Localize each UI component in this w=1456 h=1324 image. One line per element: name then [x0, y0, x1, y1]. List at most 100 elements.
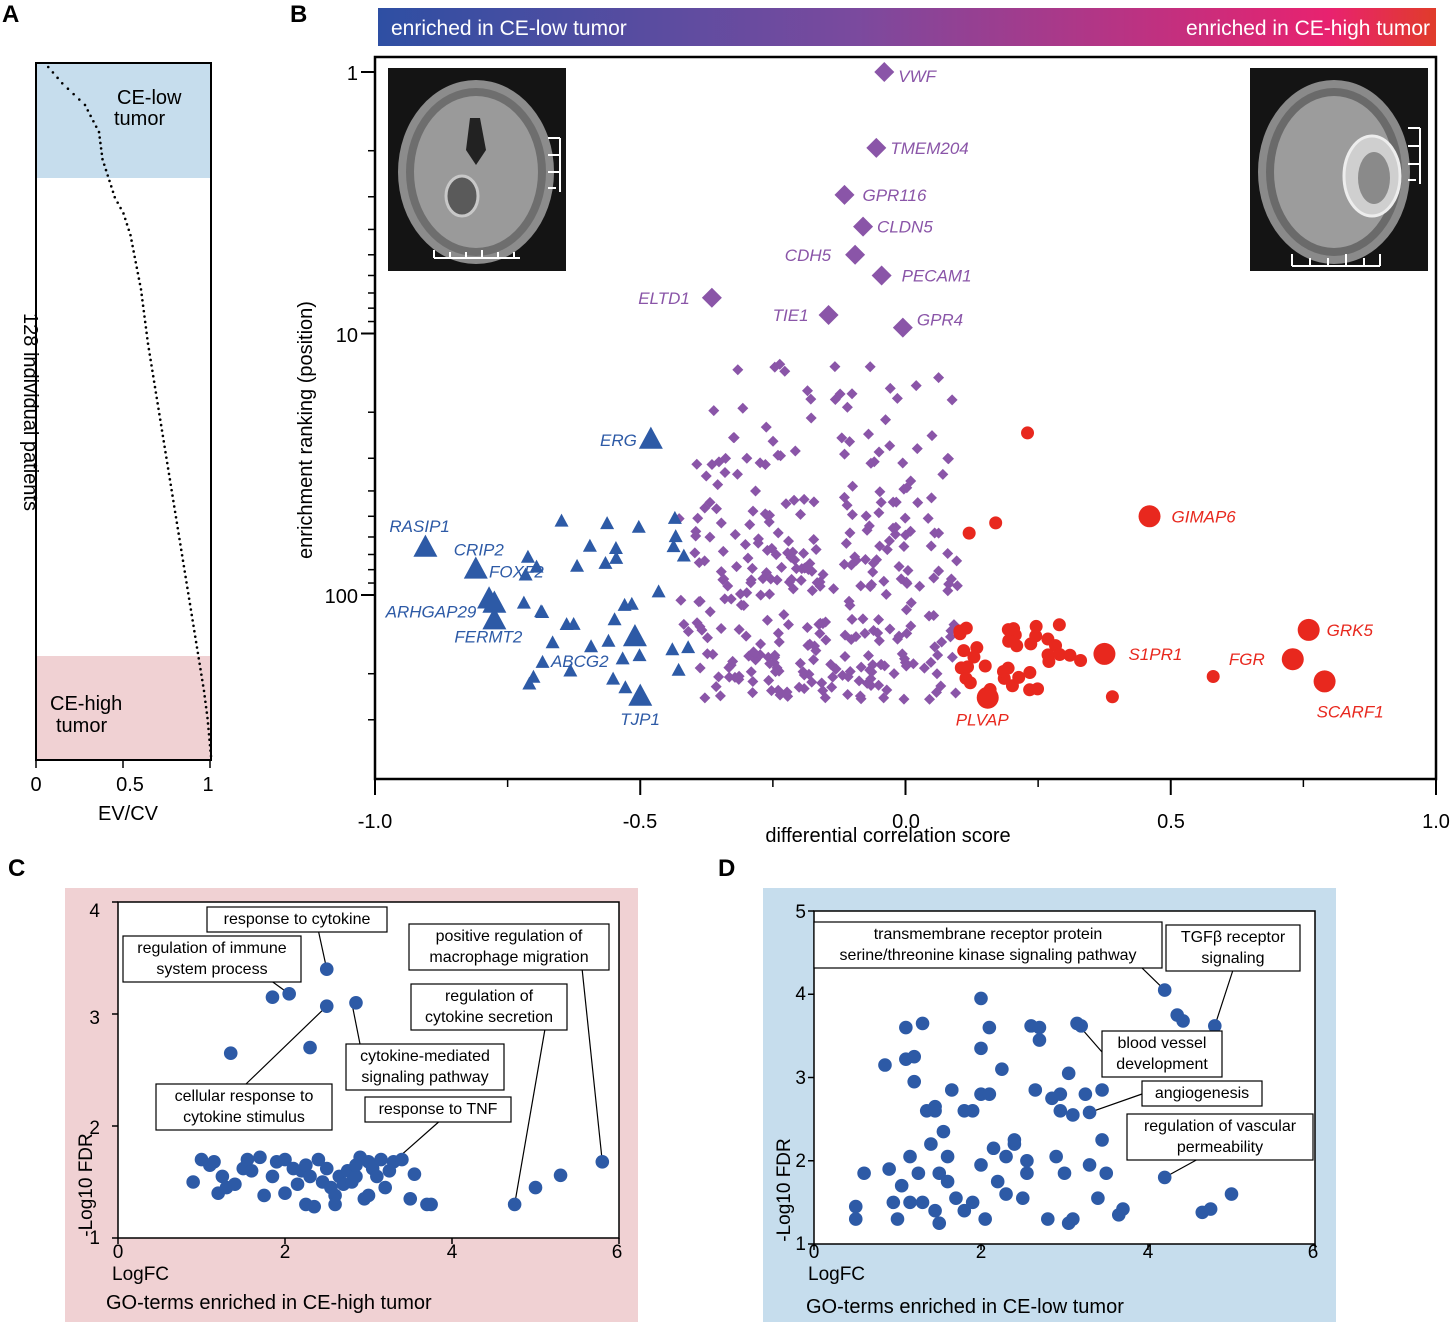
patient-dot: [137, 277, 141, 280]
gene-point-diamond: [893, 561, 905, 573]
patient-dot: [125, 223, 129, 226]
go-term-label: regulation of immune: [137, 940, 287, 957]
ce-high-label-line1: CE-high: [50, 693, 122, 715]
panel-d-ylabel: -Log10 FDR: [774, 1138, 795, 1242]
panel-c: response to cytokine regulation of immune…: [65, 888, 638, 1322]
go-term-point: [349, 996, 363, 1010]
gene-point-diamond: [845, 634, 857, 646]
mri-image-ce-high: [1250, 68, 1428, 271]
gene-point-circle: [996, 664, 1010, 678]
gene-point-fgr: [1281, 648, 1304, 671]
gene-point-diamond: [880, 588, 892, 600]
gene-point-diamond: [712, 479, 724, 491]
go-term-point: [882, 1162, 896, 1176]
patient-dot: [66, 87, 70, 91]
gene-point-pecam1: [871, 265, 892, 286]
gene-point-diamond: [742, 552, 754, 564]
gene-point-diamond: [747, 675, 759, 687]
go-term-point: [265, 990, 280, 1004]
patient-dot: [145, 331, 148, 335]
patient-dot: [198, 662, 201, 666]
gene-point-triangle: [665, 642, 680, 656]
gene-point-triangle: [671, 662, 686, 676]
gene-point-crip2: [463, 556, 488, 579]
gene-point-plvap: [976, 686, 999, 709]
gene-point-s1pr1: [1093, 642, 1116, 665]
go-term-box: [155, 1083, 333, 1131]
go-term-point: [1053, 1104, 1068, 1118]
gene-point-diamond: [761, 614, 773, 626]
gene-label-foxf2: FOXF2: [489, 562, 544, 581]
patient-dot: [204, 705, 208, 709]
panel-c-leader-lines: [245, 928, 603, 1205]
gene-point-diamond: [884, 440, 896, 452]
go-term-point: [990, 1174, 1005, 1189]
patient-dot: [99, 141, 102, 145]
patient-dot: [147, 347, 151, 351]
gene-point-diamond: [878, 575, 890, 587]
gene-point-diamond: [888, 668, 900, 680]
gene-point-diamond: [678, 618, 690, 630]
gene-label-tjp1: TJP1: [620, 710, 660, 729]
patient-dot: [207, 732, 211, 736]
patient-dot: [208, 738, 211, 742]
go-term-point: [1116, 1202, 1130, 1216]
patient-dot: [207, 727, 210, 731]
patient-dot: [174, 515, 178, 519]
gene-point-diamond: [798, 669, 810, 681]
patient-dot: [92, 119, 95, 123]
gene-point-diamond: [820, 634, 832, 646]
patient-dot: [203, 695, 206, 698]
gene-point-diamond: [729, 671, 741, 683]
gene-point-diamond: [942, 585, 954, 597]
gene-point-triangle: [666, 539, 681, 553]
patient-dot: [146, 342, 150, 345]
panel-c-ytick: 2: [89, 1118, 100, 1139]
go-term-point: [290, 1177, 305, 1192]
patient-dot: [181, 559, 185, 562]
gene-point-diamond: [682, 626, 694, 638]
gene-point-triangle: [535, 654, 550, 668]
gene-point-triangle: [518, 567, 533, 581]
gene-point-diamond: [932, 649, 944, 661]
gene-point-diamond: [719, 593, 731, 605]
gene-point-diamond: [900, 529, 912, 541]
go-term-point: [299, 1158, 313, 1172]
go-term-point: [507, 1197, 522, 1212]
gene-point-circle: [1012, 670, 1026, 684]
gene-point-diamond: [905, 597, 917, 609]
go-term-point: [903, 1149, 917, 1164]
go-term-point: [995, 1062, 1009, 1076]
gene-point-diamond: [847, 480, 859, 492]
go-term-point: [420, 1197, 434, 1212]
gene-point-diamond: [782, 619, 794, 631]
gene-label-fermt2: FERMT2: [454, 627, 523, 646]
gene-point-diamond: [924, 693, 936, 705]
gene-point-fermt2: [482, 607, 507, 630]
gene-point-triangle: [545, 635, 560, 649]
gene-point-diamond: [896, 648, 908, 660]
gene-point-diamond: [862, 650, 874, 662]
panel-b-xtick: 0.5: [1157, 811, 1185, 833]
gene-point-triangle: [609, 550, 624, 564]
gene-label-scarf1: SCARF1: [1317, 702, 1384, 721]
patient-dot: [188, 602, 192, 606]
panel-b-ytick: 100: [325, 586, 358, 608]
go-term-box: [408, 923, 610, 971]
go-term-point: [974, 1041, 988, 1056]
patient-dot: [97, 130, 101, 134]
go-term-point: [907, 1074, 921, 1089]
go-term-point: [986, 1141, 1001, 1156]
gene-point-eltd1: [701, 287, 722, 308]
patient-dot: [135, 266, 139, 270]
patient-dot: [204, 700, 207, 704]
panel-d-annotations: transmembrane receptor protein serine/thr…: [813, 921, 1314, 1161]
gene-point-diamond: [951, 580, 963, 592]
gene-point-diamond: [740, 630, 752, 642]
gene-point-diamond: [834, 388, 846, 400]
patient-dot: [160, 429, 164, 432]
gene-point-circle: [1001, 623, 1015, 637]
patient-dot: [186, 591, 190, 595]
gene-point-gpr116: [834, 184, 855, 205]
go-term-point: [328, 1197, 342, 1212]
